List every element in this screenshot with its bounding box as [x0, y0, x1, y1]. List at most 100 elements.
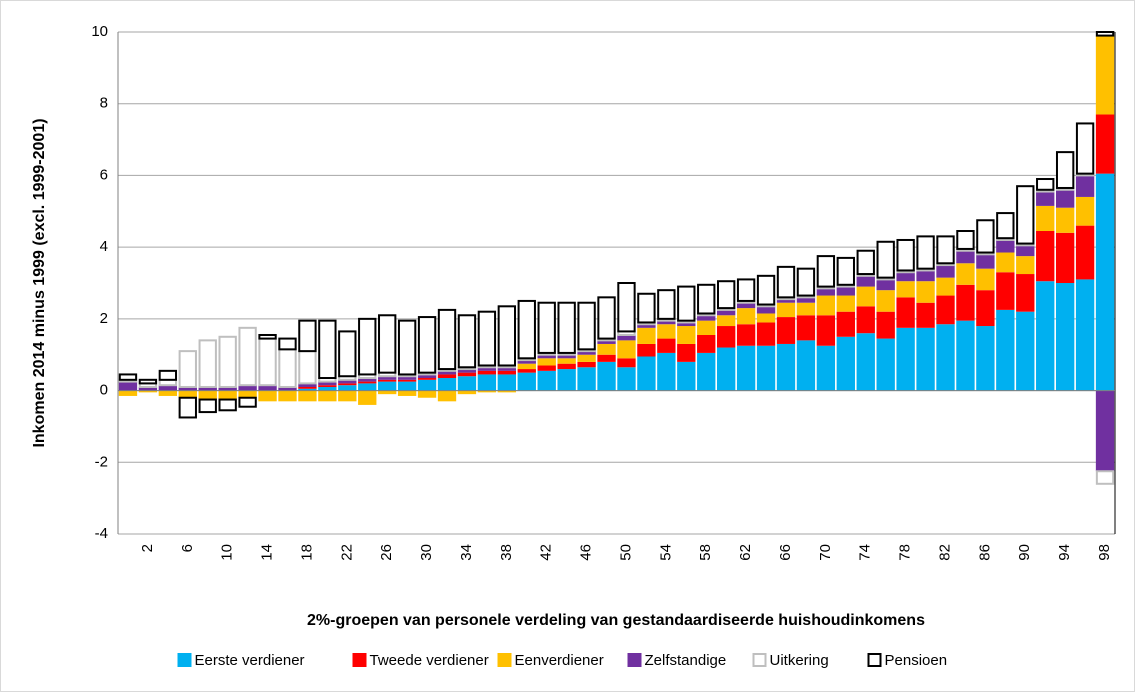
bar-segment	[238, 385, 257, 391]
x-tick-label: 70	[817, 544, 834, 561]
x-tick-label: 42	[538, 544, 555, 561]
bar-segment	[597, 296, 616, 340]
bar-segment	[1016, 185, 1035, 245]
bar-segment	[1055, 232, 1075, 283]
bar-segment	[537, 365, 556, 371]
bar-segment	[397, 381, 417, 391]
bar-segment	[617, 334, 636, 341]
bar-segment	[597, 340, 616, 344]
bar-segment	[378, 314, 397, 374]
bar-segment	[298, 390, 317, 402]
bar-segment	[318, 381, 337, 386]
bar-segment	[896, 327, 915, 391]
bar-segment	[1075, 196, 1095, 226]
bar-segment	[856, 286, 875, 307]
x-tick-label: 18	[298, 544, 315, 561]
bar-segment	[936, 277, 955, 296]
bar-segment	[976, 268, 995, 291]
bar-segment	[816, 255, 836, 288]
legend-label: Pensioen	[885, 652, 948, 669]
bar-segment	[796, 315, 816, 341]
bar-segment	[657, 324, 676, 339]
bar-segment	[358, 381, 377, 384]
y-tick-label: 10	[91, 23, 108, 40]
bar-segment	[477, 367, 497, 371]
bar-segment	[677, 322, 696, 327]
bar-segment	[956, 230, 975, 250]
bar-segment	[876, 279, 895, 291]
bar-segment	[298, 319, 317, 353]
x-tick-label: 34	[458, 544, 475, 561]
y-tick-label: 6	[100, 166, 108, 183]
bar-segment	[697, 352, 716, 391]
bar-segment	[736, 308, 756, 325]
x-tick-label: 2	[139, 544, 156, 552]
y-axis-title: Inkomen 2014 minus 1999 (excl. 1999-2001…	[31, 118, 48, 447]
bar-segment	[936, 265, 955, 278]
bar-segment	[397, 376, 417, 380]
bar-segment	[856, 275, 875, 287]
bar-segment	[178, 390, 197, 398]
bar-segment	[298, 350, 317, 385]
bar-segment	[278, 390, 297, 402]
bar-segment	[417, 379, 437, 391]
x-tick-label: 58	[697, 544, 714, 561]
x-tick-label: 26	[378, 544, 395, 561]
bar-segment	[956, 250, 975, 264]
bar-segment	[517, 372, 536, 391]
bar-segment	[417, 374, 437, 379]
bar-segment	[697, 334, 716, 353]
bar-segment	[716, 315, 736, 327]
bar-segment	[158, 390, 178, 396]
bar-segment	[1036, 231, 1055, 282]
bar-segment	[437, 308, 457, 371]
bar-segment	[338, 330, 357, 378]
bar-segment	[138, 378, 158, 385]
bar-segment	[716, 280, 736, 310]
bar-segment	[437, 374, 457, 379]
bar-segment	[378, 376, 397, 380]
bar-segment	[557, 354, 576, 359]
bar-segment	[218, 390, 237, 400]
bar-segment	[916, 270, 935, 282]
bar-segment	[517, 369, 536, 373]
y-tick-label: 4	[100, 238, 108, 255]
y-tick-label: 0	[100, 382, 108, 399]
bar-segment	[517, 299, 536, 360]
bar-segment	[258, 385, 277, 391]
bar-segment	[657, 352, 676, 391]
legend-label: Uitkering	[770, 652, 829, 669]
bar-segment	[138, 386, 158, 391]
bar-segment	[358, 390, 377, 405]
bar-segment	[776, 302, 796, 318]
bar-segment	[218, 386, 237, 391]
bar-segment	[856, 333, 875, 391]
bar-segment	[517, 360, 536, 364]
bar-segment	[836, 336, 855, 391]
bar-segment	[597, 361, 616, 391]
bar-segment	[278, 337, 297, 351]
bar-segment	[457, 372, 477, 377]
bar-segment	[1016, 245, 1035, 257]
legend-label: Eerste verdiener	[195, 652, 305, 669]
bar-segment	[497, 367, 517, 371]
bar-segment	[996, 252, 1015, 273]
bar-segment	[557, 301, 576, 354]
bar-segment	[1075, 225, 1095, 280]
legend-swatch	[177, 653, 192, 667]
bar-segment	[617, 367, 636, 391]
x-tick-label: 82	[936, 544, 953, 561]
bar-segment	[1036, 178, 1055, 191]
bar-segment	[756, 313, 776, 323]
x-tick-label: 22	[338, 544, 355, 561]
bar-segment	[457, 369, 477, 373]
bar-segment	[617, 282, 636, 333]
bar-segment	[477, 370, 497, 375]
bar-segment	[996, 309, 1015, 391]
bar-segment	[816, 315, 836, 346]
x-tick-label: 62	[737, 544, 754, 561]
bar-segment	[557, 363, 576, 370]
bar-segment	[1055, 151, 1075, 189]
bar-segment	[896, 297, 915, 328]
bar-segment	[936, 324, 955, 391]
